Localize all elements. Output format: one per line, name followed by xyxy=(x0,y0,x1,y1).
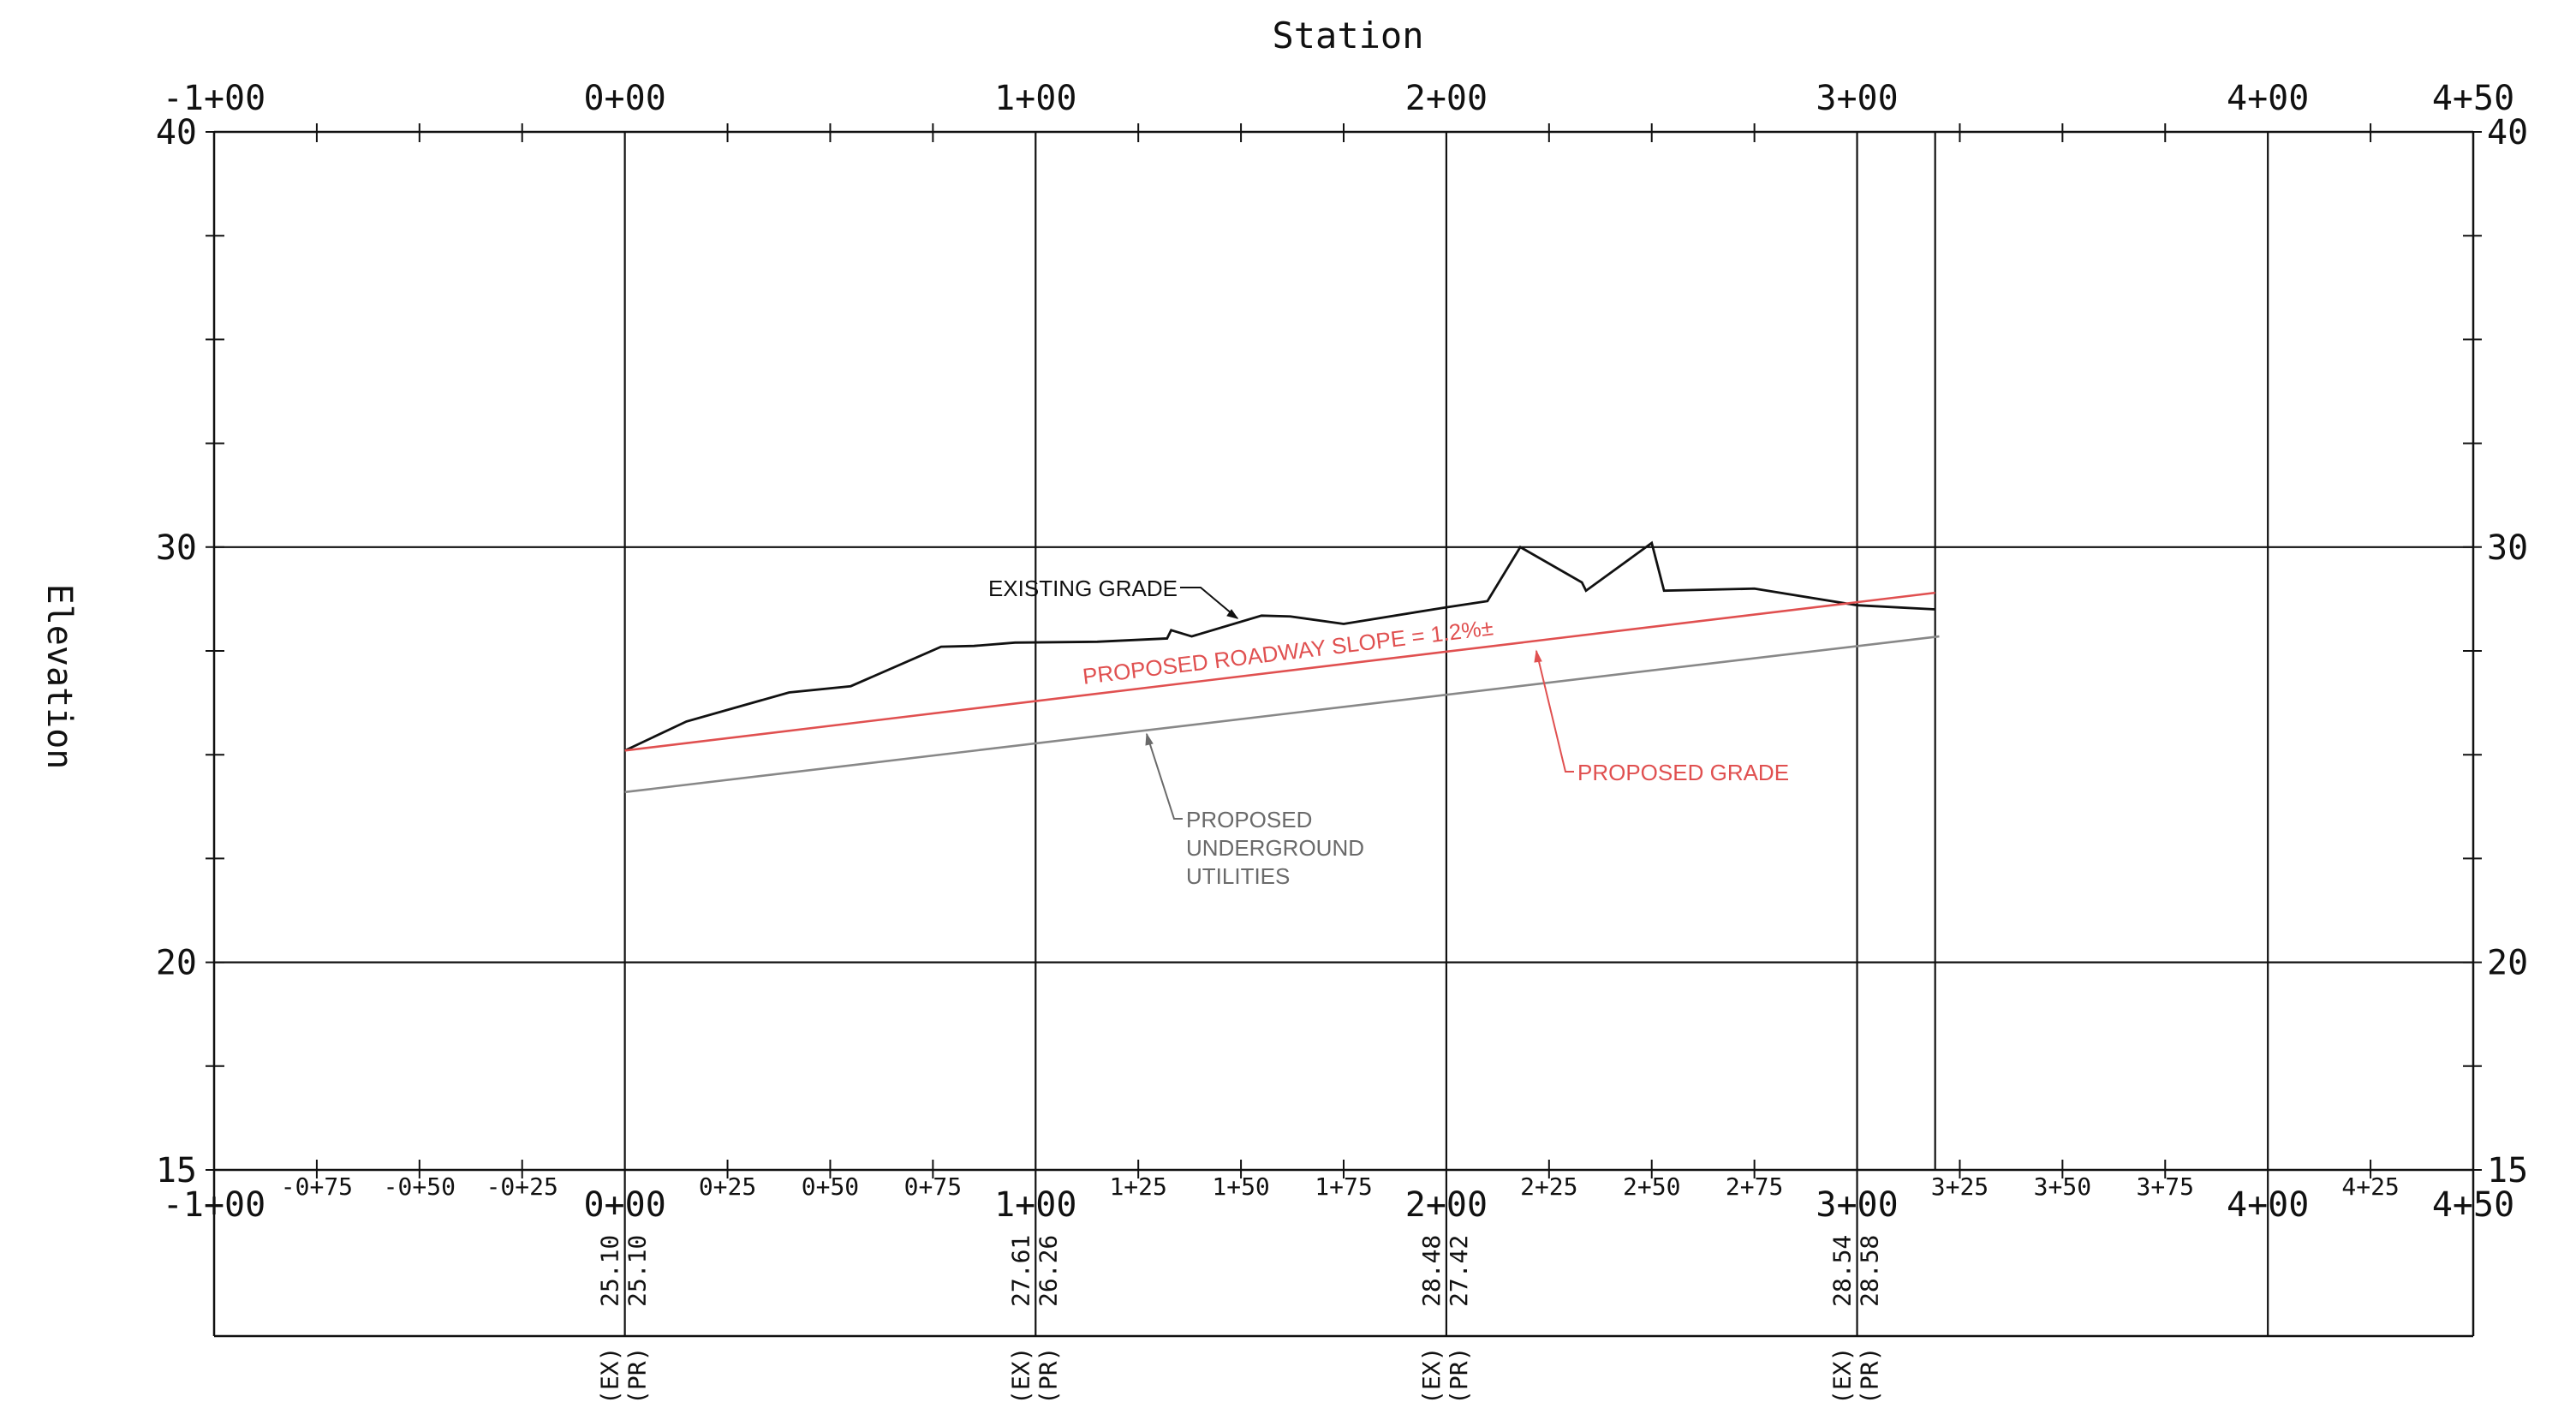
proposed-elevation-value: 25.10 xyxy=(623,1235,652,1307)
proposed-elevation-value: 27.42 xyxy=(1445,1235,1473,1307)
station-minor-label: 1+50 xyxy=(1212,1172,1269,1201)
existing-elevation-value: 28.54 xyxy=(1828,1235,1857,1307)
station-label-top: 4+50 xyxy=(2432,79,2514,118)
proposed-grade-label: PROPOSED GRADE xyxy=(1577,760,1789,785)
station-minor-label: 3+25 xyxy=(1931,1172,1989,1201)
station-minor-label: -0+25 xyxy=(486,1172,558,1201)
slope-label: PROPOSED ROADWAY SLOPE = 1.2%± xyxy=(1082,614,1495,689)
station-minor-label: 3+50 xyxy=(2034,1172,2091,1201)
utilities-arrow xyxy=(1145,732,1154,746)
station-label-bottom: 3+00 xyxy=(1816,1185,1898,1225)
proposed-elevation-value: 26.26 xyxy=(1034,1235,1062,1307)
station-minor-label: 2+50 xyxy=(1623,1172,1680,1201)
station-label-top: 0+00 xyxy=(583,79,665,118)
existing-grade-label: EXISTING GRADE xyxy=(988,576,1178,601)
station-minor-label: 2+25 xyxy=(1520,1172,1577,1201)
station-label-bottom: -1+00 xyxy=(163,1185,265,1225)
elevation-label-left: 15 xyxy=(156,1151,197,1190)
existing-elevation-value: 25.10 xyxy=(596,1235,624,1307)
existing-grade-leader xyxy=(1180,587,1238,619)
pr-tag: (PR) xyxy=(1856,1347,1884,1405)
proposed-grade-leader xyxy=(1535,650,1574,773)
station-label-bottom: 4+00 xyxy=(2227,1185,2309,1225)
elevation-label-right: 20 xyxy=(2487,944,2528,983)
elevation-label-right: 15 xyxy=(2487,1151,2528,1190)
ex-tag: (EX) xyxy=(1006,1347,1035,1405)
station-label-top: 2+00 xyxy=(1405,79,1488,118)
station-label-top: -1+00 xyxy=(163,79,265,118)
elevation-axis-title: Elevation xyxy=(39,584,79,770)
existing-elevation-value: 27.61 xyxy=(1006,1235,1035,1307)
proposed-elevation-value: 28.58 xyxy=(1856,1235,1884,1307)
elevation-label-right: 40 xyxy=(2487,113,2528,152)
station-label-bottom: 0+00 xyxy=(583,1185,665,1225)
pr-tag: (PR) xyxy=(623,1347,652,1405)
pr-tag: (PR) xyxy=(1034,1347,1062,1405)
station-axis-title: Station xyxy=(1272,15,1423,57)
existing-grade-arrow xyxy=(1226,609,1239,619)
station-minor-label: 1+25 xyxy=(1109,1172,1166,1201)
utilities-leader xyxy=(1146,733,1183,820)
grid-layer xyxy=(206,123,2482,1338)
station-minor-label: 3+75 xyxy=(2137,1172,2194,1201)
station-minor-label: 0+75 xyxy=(904,1172,962,1201)
existing-elevation-value: 28.48 xyxy=(1417,1235,1446,1307)
ex-tag: (EX) xyxy=(596,1347,624,1405)
utilities-line xyxy=(624,635,1940,794)
ex-tag: (EX) xyxy=(1828,1347,1857,1405)
series-layer xyxy=(624,540,1940,820)
station-label-bottom: 4+50 xyxy=(2432,1185,2514,1225)
station-minor-label: 4+25 xyxy=(2341,1172,2399,1201)
proposed-grade-line xyxy=(624,591,1935,752)
station-minor-label: 2+75 xyxy=(1726,1172,1783,1201)
utilities-label: PROPOSED xyxy=(1186,807,1312,832)
utilities-label: UNDERGROUND xyxy=(1186,835,1364,861)
existing-grade-line xyxy=(624,540,1935,752)
label-layer: Station Elevation -1+00 -1+00 0+00 0+00 1+00… xyxy=(39,15,2528,1405)
elevation-label-right: 30 xyxy=(2487,528,2528,568)
pr-tag: (PR) xyxy=(1445,1347,1473,1405)
proposed-grade-arrow xyxy=(1534,649,1542,663)
ex-tag: (EX) xyxy=(1417,1347,1446,1405)
station-label-top: 1+00 xyxy=(994,79,1076,118)
station-label-bottom: 1+00 xyxy=(994,1185,1076,1225)
elevation-label-left: 30 xyxy=(156,528,197,568)
station-minor-label: -0+50 xyxy=(384,1172,456,1201)
elevation-label-left: 40 xyxy=(156,113,197,152)
station-minor-label: 1+75 xyxy=(1315,1172,1372,1201)
station-minor-label: 0+25 xyxy=(699,1172,756,1201)
station-minor-label: 0+50 xyxy=(802,1172,859,1201)
station-label-bottom: 2+00 xyxy=(1405,1185,1488,1225)
utilities-label: UTILITIES xyxy=(1186,863,1290,889)
station-label-top: 4+00 xyxy=(2227,79,2309,118)
elevation-label-left: 20 xyxy=(156,944,197,983)
station-label-top: 3+00 xyxy=(1816,79,1898,118)
station-minor-label: -0+75 xyxy=(281,1172,353,1201)
